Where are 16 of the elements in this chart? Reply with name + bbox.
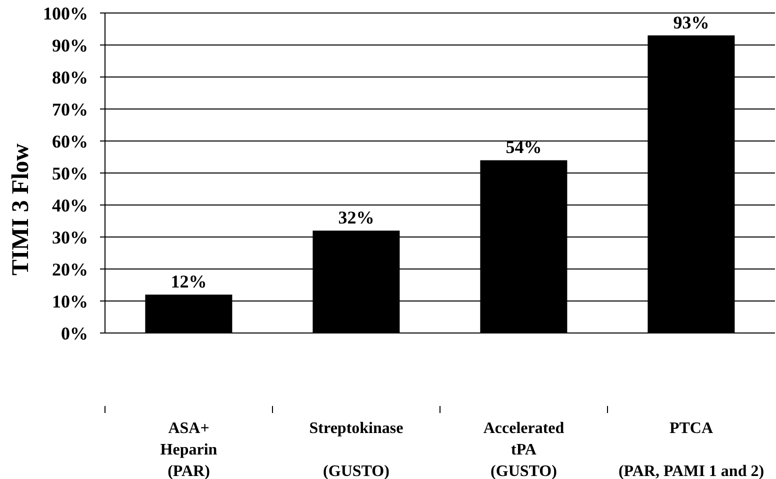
- y-tick-label: 10%: [52, 291, 88, 312]
- y-tick-label: 40%: [52, 195, 88, 216]
- data-label: 54%: [506, 137, 542, 158]
- y-tick-label: 70%: [52, 99, 88, 120]
- y-tick-label: 80%: [52, 67, 88, 88]
- data-label: 12%: [170, 272, 207, 292]
- y-tick-label: 20%: [52, 259, 88, 280]
- y-axis-title: TIMI 3 Flow: [8, 142, 34, 276]
- y-tick-label: 30%: [52, 227, 88, 248]
- y-tick-label: 100%: [43, 3, 88, 24]
- y-tick-label: 50%: [52, 163, 88, 184]
- y-tick-label: 90%: [52, 35, 88, 56]
- data-label: 32%: [338, 208, 374, 228]
- y-tick-label: 0%: [61, 323, 88, 344]
- y-tick-label: 60%: [52, 131, 88, 152]
- data-label: 93%: [673, 12, 710, 32]
